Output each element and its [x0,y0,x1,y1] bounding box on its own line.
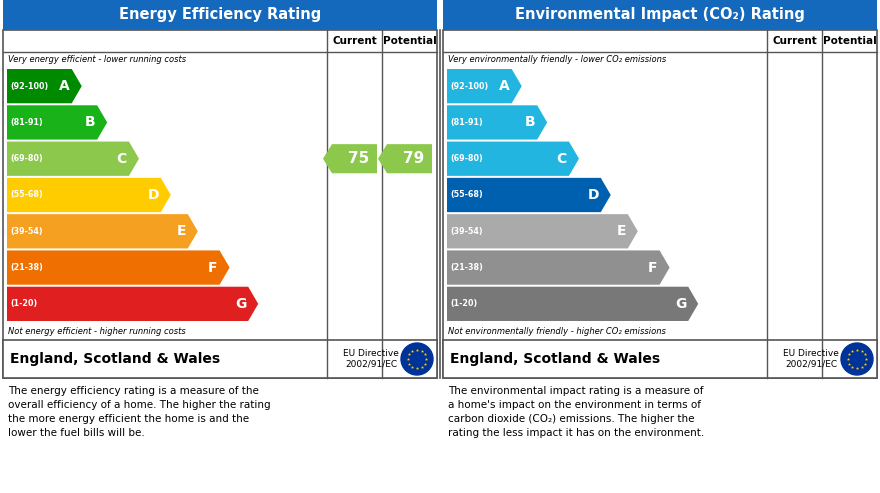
Polygon shape [7,106,107,140]
Text: F: F [208,261,217,275]
Text: EU Directive
2002/91/EC: EU Directive 2002/91/EC [783,350,839,369]
Text: (21-38): (21-38) [10,263,43,272]
Text: Not environmentally friendly - higher CO₂ emissions: Not environmentally friendly - higher CO… [448,326,666,336]
Text: Not energy efficient - higher running costs: Not energy efficient - higher running co… [8,326,186,336]
Text: 79: 79 [403,151,424,166]
Text: 75: 75 [348,151,369,166]
Polygon shape [7,287,258,321]
Text: G: G [675,297,686,311]
Text: C: C [117,152,127,166]
Circle shape [401,343,433,375]
Text: (21-38): (21-38) [450,263,483,272]
Text: Potential: Potential [383,36,436,46]
Text: (81-91): (81-91) [10,118,43,127]
Text: A: A [59,79,70,93]
Text: (55-68): (55-68) [10,190,43,200]
Circle shape [841,343,873,375]
Text: The environmental impact rating is a measure of
a home's impact on the environme: The environmental impact rating is a mea… [448,386,704,438]
Text: (92-100): (92-100) [450,82,488,91]
Bar [443,340,877,378]
Text: E: E [616,224,626,238]
Polygon shape [447,106,547,140]
Text: Current: Current [332,36,377,46]
Polygon shape [447,178,611,212]
Polygon shape [447,141,579,176]
Text: England, Scotland & Wales: England, Scotland & Wales [10,352,220,366]
Text: B: B [84,115,95,130]
Bar [3,340,437,378]
Polygon shape [7,141,139,176]
Bar [443,0,877,30]
Text: E: E [176,224,186,238]
Bar [3,30,437,378]
Polygon shape [447,287,698,321]
Polygon shape [7,214,198,248]
Text: (39-54): (39-54) [450,227,482,236]
Polygon shape [7,250,230,285]
Text: (92-100): (92-100) [10,82,48,91]
Text: F: F [648,261,657,275]
Polygon shape [447,250,670,285]
Text: G: G [235,297,246,311]
Text: (69-80): (69-80) [450,154,483,163]
Text: EU Directive
2002/91/EC: EU Directive 2002/91/EC [343,350,399,369]
Text: Potential: Potential [823,36,876,46]
Bar [443,30,877,378]
Text: (81-91): (81-91) [450,118,483,127]
Text: Very energy efficient - lower running costs: Very energy efficient - lower running co… [8,56,187,65]
Text: Energy Efficiency Rating: Energy Efficiency Rating [119,7,321,23]
Bar [3,0,437,30]
Text: Very environmentally friendly - lower CO₂ emissions: Very environmentally friendly - lower CO… [448,56,666,65]
Polygon shape [7,69,82,104]
Text: (1-20): (1-20) [450,299,477,308]
Text: (1-20): (1-20) [10,299,37,308]
Text: Current: Current [772,36,817,46]
Polygon shape [378,144,432,173]
Polygon shape [447,69,522,104]
Text: D: D [587,188,598,202]
Text: (39-54): (39-54) [10,227,42,236]
Text: C: C [557,152,567,166]
Text: The energy efficiency rating is a measure of the
overall efficiency of a home. T: The energy efficiency rating is a measur… [8,386,271,438]
Text: (55-68): (55-68) [450,190,483,200]
Text: England, Scotland & Wales: England, Scotland & Wales [450,352,660,366]
Text: Environmental Impact (CO₂) Rating: Environmental Impact (CO₂) Rating [515,7,805,23]
Polygon shape [7,178,171,212]
Polygon shape [323,144,377,173]
Text: B: B [524,115,535,130]
Text: A: A [499,79,510,93]
Polygon shape [447,214,638,248]
Text: (69-80): (69-80) [10,154,43,163]
Text: D: D [147,188,158,202]
